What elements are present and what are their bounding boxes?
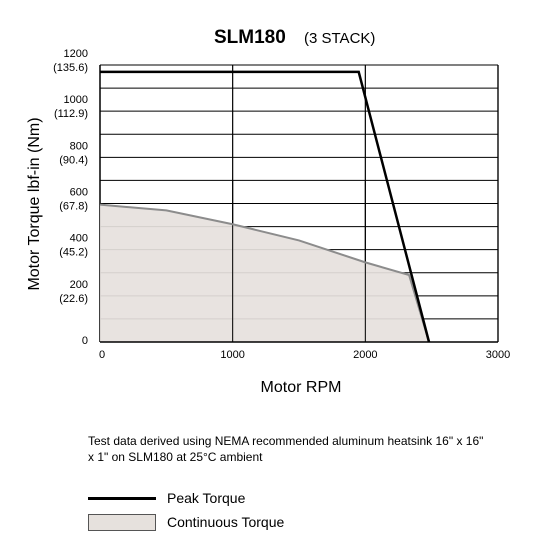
test-note: Test data derived using NEMA recommended… — [88, 434, 484, 464]
y-tick-label: 800 — [70, 140, 88, 152]
legend-item-continuous: Continuous Torque — [88, 512, 284, 532]
peak-swatch — [88, 496, 156, 500]
continuous-torque-area — [100, 180, 430, 342]
legend-label-peak: Peak Torque — [167, 490, 246, 506]
y-axis-label: Motor Torque lbf-in (Nm) — [26, 117, 43, 290]
y-tick-sublabel: (112.9) — [54, 108, 88, 120]
y-tick-label: 200 — [70, 279, 88, 291]
y-tick-label: 600 — [70, 187, 88, 199]
x-tick-label: 2000 — [353, 349, 377, 361]
y-tick-label: 400 — [70, 233, 88, 245]
legend-label-continuous: Continuous Torque — [167, 514, 285, 530]
x-tick-labels: 0 1000 2000 3000 — [99, 349, 510, 361]
peak-torque-line — [100, 70, 431, 343]
continuous-torque-fill — [100, 204, 430, 342]
y-tick-sublabel: (22.6) — [59, 293, 88, 305]
x-tick-label: 3000 — [486, 349, 510, 361]
continuous-swatch — [88, 513, 156, 531]
continuous-torque-line — [99, 203, 430, 343]
y-tick-label: 0 — [82, 335, 88, 347]
legend-item-peak: Peak Torque — [88, 488, 284, 508]
chart-title: SLM180 — [214, 27, 286, 48]
torque-lines — [99, 70, 498, 343]
x-tick-label: 1000 — [220, 349, 244, 361]
y-tick-label: 1200 — [64, 48, 88, 60]
torque-chart: SLM180 (3 STACK) 0 200 (22.6) 400 (45.2) 600 (… — [26, 27, 510, 396]
chart-subtitle: (3 STACK) — [304, 30, 375, 47]
x-tick-label: 0 — [99, 349, 105, 361]
y-tick-sublabel: (135.6) — [53, 62, 88, 74]
y-tick-sublabel: (67.8) — [59, 201, 88, 213]
legend: Peak Torque Continuous Torque — [88, 488, 284, 536]
y-tick-labels: 0 200 (22.6) 400 (45.2) 600 (67.8) 800 (90.4) 100… — [53, 48, 88, 347]
y-tick-label: 1000 — [64, 94, 88, 106]
y-tick-sublabel: (90.4) — [59, 154, 88, 166]
y-tick-sublabel: (45.2) — [59, 247, 88, 259]
x-axis-label: Motor RPM — [261, 379, 342, 396]
